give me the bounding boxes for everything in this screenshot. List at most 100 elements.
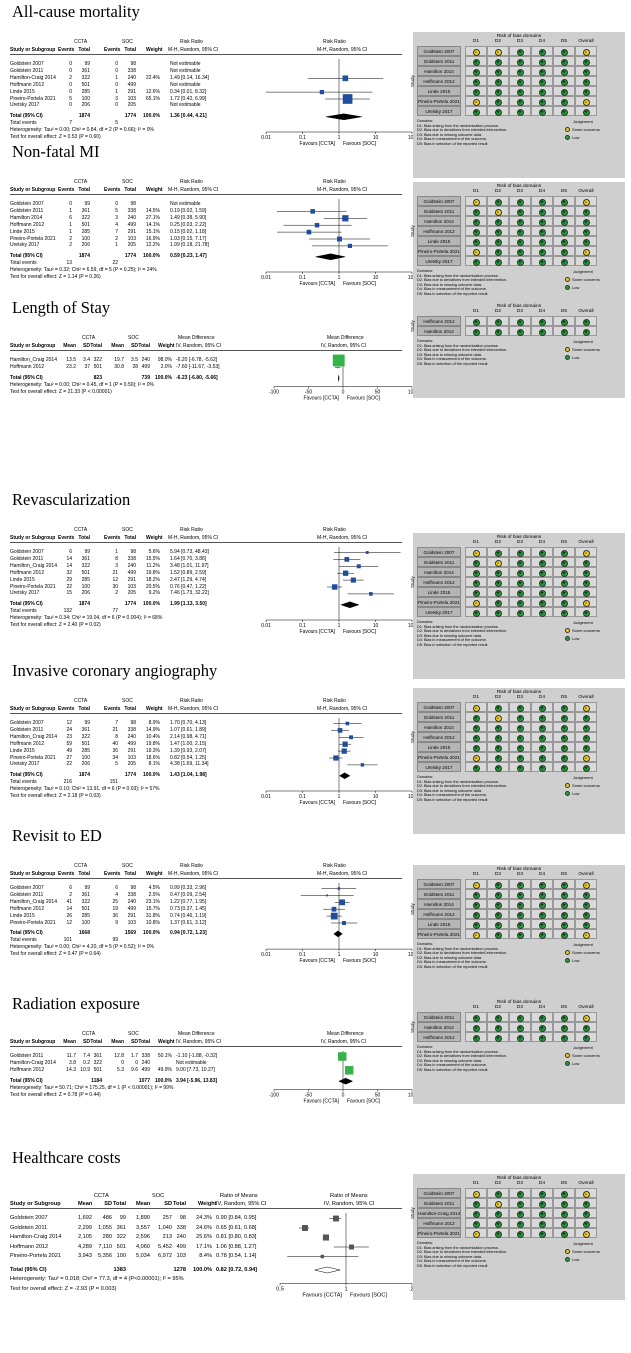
column-header: SD <box>131 343 138 349</box>
rob-cell: + <box>553 607 575 617</box>
rob-study-name: Goldstein 2007 <box>417 879 461 889</box>
favours-ccta-label: Favours [CCTA] <box>304 1099 340 1105</box>
plot-measure-header: Ratio of Means <box>330 1193 368 1199</box>
total-row-cell: 0.94 [0.72, 1.23] <box>170 930 207 937</box>
rob-domain-header: D1 <box>472 1181 480 1186</box>
rob-cell: + <box>575 1198 597 1208</box>
rob-domain-header: D4 <box>538 1181 546 1186</box>
study-row-cell: 23 <box>66 733 72 740</box>
total-row-cell: 1874 <box>78 772 90 779</box>
study-row-cell: 206 <box>81 761 90 768</box>
favours-soc-label: Favours [SOC] <box>347 396 381 402</box>
column-header: Weight <box>158 343 175 349</box>
rob-cell: + <box>531 712 553 722</box>
risk-of-bias-panel: Risk of bias domains D1 D2 D3 D4 D5 Overall Stu… <box>410 688 625 834</box>
rob-domain-note: Domains: <box>417 339 434 343</box>
rob-judgement-low: Low <box>565 1256 579 1263</box>
rob-cell: + <box>465 1218 487 1228</box>
low-legend-label: Low <box>572 791 580 796</box>
low-risk-icon: + <box>494 569 502 577</box>
total-row-cell: 1874 <box>78 253 90 260</box>
low-risk-icon: + <box>560 1034 568 1042</box>
study-row-cell: 0.65 [0.61, 0.68] <box>216 1224 257 1231</box>
rob-cell: + <box>531 246 553 256</box>
low-risk-icon: + <box>494 764 502 772</box>
study-row-cell: 0.47 [0.09, 2.54] <box>170 891 207 898</box>
rob-judgement-sc: Some concerns <box>565 782 600 789</box>
low-risk-icon: + <box>582 68 590 76</box>
rob-cell: + <box>509 752 531 762</box>
column-header: Study or Subgroup <box>10 1039 56 1045</box>
low-risk-icon: + <box>516 258 524 266</box>
rob-cell: + <box>553 587 575 597</box>
some-concerns-legend-label: Some concerns <box>572 1053 600 1058</box>
rob-study-name: Hamilton 2014 <box>417 722 461 732</box>
rob-domain-note: D2: Bias due to deviations from intended… <box>417 348 508 353</box>
low-risk-icon: + <box>516 1200 524 1208</box>
rob-cell: + <box>531 326 553 336</box>
rob-caption: Risk of bias domains <box>496 34 542 39</box>
study-row-cell: 206 <box>81 590 90 597</box>
study-row-cell: 3 <box>115 95 118 102</box>
axis-tick-label: -50 <box>305 1093 312 1099</box>
study-row-cell: 0 <box>69 61 72 67</box>
low-risk-icon: + <box>516 714 524 722</box>
low-risk-icon: + <box>560 569 568 577</box>
study-row-cell: 65.1% <box>145 95 160 102</box>
low-risk-icon: + <box>494 88 502 96</box>
rob-cell: + <box>531 56 553 66</box>
rob-domain-header: D1 <box>472 1005 480 1010</box>
low-risk-icon: + <box>516 734 524 742</box>
study-row-cell: 2 <box>69 235 72 242</box>
rob-cell: + <box>553 919 575 929</box>
study-row-cell: Pineiro-Portela 2021 <box>10 95 56 102</box>
rob-domain-note: D4: Bias in measurement of the outcome. <box>417 793 487 798</box>
favours-ccta-label: Favours [CCTA] <box>300 958 336 964</box>
rob-cell: + <box>575 316 597 326</box>
rob-study-name: Pineiro-Portela 2021 <box>417 929 461 939</box>
rob-cell: + <box>509 597 531 607</box>
low-risk-icon: + <box>560 549 568 557</box>
low-risk-icon: + <box>516 78 524 86</box>
column-header: Weight <box>146 535 163 541</box>
rob-cell: + <box>487 196 509 206</box>
rob-cell: + <box>509 1188 531 1198</box>
rob-cell: + <box>531 722 553 732</box>
study-row-cell: 15.5% <box>145 555 160 562</box>
low-risk-icon: + <box>538 1200 546 1208</box>
rob-cell: + <box>509 1032 531 1042</box>
study-row-cell: 8.9% <box>148 720 160 726</box>
low-risk-icon: + <box>472 569 480 577</box>
rob-cell: + <box>575 899 597 909</box>
rob-domain-note: D4: Bias in measurement of the outcome. <box>417 960 487 965</box>
pooled-estimate-diamond <box>314 1266 341 1274</box>
rob-cell: + <box>553 732 575 742</box>
low-risk-icon: + <box>494 599 502 607</box>
rob-cell: + <box>465 742 487 752</box>
study-row-cell: 19.7 <box>114 357 124 363</box>
rob-domain-header: D2 <box>494 540 502 545</box>
low-risk-icon: + <box>494 108 502 116</box>
some-concerns-legend-label: Some concerns <box>572 1249 600 1254</box>
method-header: IV, Random, 95% CI <box>176 343 222 349</box>
low-risk-icon: + <box>494 248 502 256</box>
study-point-marker <box>337 887 341 890</box>
study-row-cell: 240 <box>127 898 136 905</box>
rob-cell: - <box>575 702 597 712</box>
rob-study-name: Goldstein 2007 <box>417 46 461 56</box>
rob-domain-header: D3 <box>516 309 524 314</box>
risk-of-bias-panel: Risk of bias domains D1 D2 D3 D4 D5 Overall Stu… <box>410 998 625 1104</box>
some-concerns-legend-label: Some concerns <box>572 628 600 633</box>
study-row-cell: 240 <box>127 214 136 221</box>
rob-cell: + <box>531 577 553 587</box>
study-row-cell: Not estimable <box>170 102 201 109</box>
study-row-cell: 30 <box>112 583 118 590</box>
study-row-cell: 9.00 [7.73, 10.27] <box>176 1066 215 1073</box>
low-risk-icon: + <box>472 714 480 722</box>
rob-cell: + <box>553 56 575 66</box>
study-row-cell: 12 <box>66 919 72 926</box>
events-row-cell: Total events <box>10 779 37 786</box>
column-header: Study or Subgroup <box>10 871 56 877</box>
study-row-cell: 98 <box>130 201 136 207</box>
low-risk-icon: + <box>472 724 480 732</box>
